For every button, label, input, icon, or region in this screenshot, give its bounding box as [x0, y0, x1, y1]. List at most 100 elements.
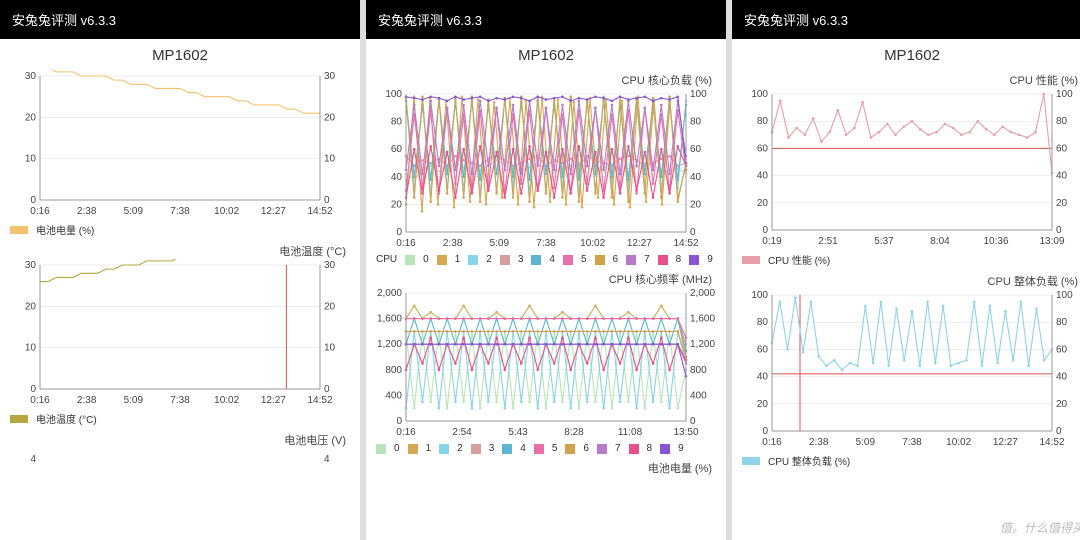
svg-text:0: 0 — [324, 195, 330, 206]
svg-text:14:52: 14:52 — [307, 206, 332, 217]
svg-text:0: 0 — [324, 384, 330, 395]
svg-text:40: 40 — [1056, 171, 1068, 182]
svg-text:1,200: 1,200 — [377, 339, 402, 350]
svg-text:60: 60 — [757, 344, 769, 355]
svg-text:2:38: 2:38 — [77, 395, 97, 406]
svg-text:0:16: 0:16 — [30, 395, 50, 406]
device-title: MP1602 — [732, 39, 1080, 70]
svg-text:12:27: 12:27 — [993, 437, 1018, 448]
svg-text:7:38: 7:38 — [170, 395, 190, 406]
svg-text:0:16: 0:16 — [396, 238, 416, 249]
svg-text:12:27: 12:27 — [261, 395, 286, 406]
svg-text:100: 100 — [751, 290, 768, 301]
svg-text:2:54: 2:54 — [452, 427, 472, 438]
svg-text:8:04: 8:04 — [930, 236, 950, 247]
app-header: 安兔兔评测 v6.3.3 — [0, 0, 360, 39]
sub-battery-temp: 电池温度 (°C) — [0, 241, 360, 259]
svg-text:2:38: 2:38 — [443, 238, 463, 249]
svg-text:40: 40 — [690, 172, 702, 183]
svg-text:60: 60 — [690, 144, 702, 155]
chart-cpu-freq: 004004008008001,2001,2001,6001,6002,0002… — [376, 287, 716, 439]
sub-cpu-freq: CPU 核心频率 (MHz) — [366, 269, 726, 287]
svg-text:800: 800 — [385, 365, 402, 376]
svg-text:10:02: 10:02 — [580, 238, 605, 249]
panel-cpu-cores: 安兔兔评测 v6.3.3 MP1602 CPU 核心负载 (%) 0020204… — [366, 0, 726, 540]
svg-text:0: 0 — [762, 225, 768, 236]
svg-text:60: 60 — [391, 144, 403, 155]
svg-text:10: 10 — [324, 154, 336, 165]
legend-cpu-total: CPU 整体负载 (%) — [732, 449, 1080, 472]
svg-text:0:19: 0:19 — [762, 236, 782, 247]
svg-text:80: 80 — [391, 117, 403, 128]
svg-text:10:02: 10:02 — [946, 437, 971, 448]
sub-cpu-load: CPU 核心负载 (%) — [366, 70, 726, 88]
svg-text:10:02: 10:02 — [214, 395, 239, 406]
svg-text:7:38: 7:38 — [902, 437, 922, 448]
svg-text:7:38: 7:38 — [536, 238, 556, 249]
panel-battery: 安兔兔评测 v6.3.3 MP1602 001010202030300:162:… — [0, 0, 360, 540]
svg-text:30: 30 — [25, 71, 37, 82]
svg-text:40: 40 — [757, 171, 769, 182]
svg-text:20: 20 — [757, 198, 769, 209]
svg-text:60: 60 — [757, 143, 769, 154]
svg-text:12:27: 12:27 — [261, 206, 286, 217]
svg-text:0: 0 — [690, 416, 696, 427]
svg-text:100: 100 — [1056, 290, 1073, 301]
svg-text:80: 80 — [757, 116, 769, 127]
svg-text:0: 0 — [396, 416, 402, 427]
svg-text:100: 100 — [1056, 89, 1073, 100]
svg-text:1,200: 1,200 — [690, 339, 715, 350]
svg-text:20: 20 — [25, 112, 37, 123]
svg-text:20: 20 — [757, 399, 769, 410]
svg-text:0: 0 — [762, 426, 768, 437]
svg-text:20: 20 — [324, 112, 336, 123]
svg-text:0: 0 — [690, 227, 696, 238]
svg-text:0:16: 0:16 — [396, 427, 416, 438]
svg-text:40: 40 — [757, 372, 769, 383]
sub-cpu-perf: CPU 性能 (%) — [732, 70, 1080, 88]
app-header: 安兔兔评测 v6.3.3 — [732, 0, 1080, 39]
svg-text:0: 0 — [30, 384, 36, 395]
svg-text:0:16: 0:16 — [30, 206, 50, 217]
svg-text:20: 20 — [25, 301, 37, 312]
svg-text:8:28: 8:28 — [564, 427, 584, 438]
legend-cpu-cores-2: 0123456789 — [366, 439, 726, 458]
svg-text:10: 10 — [25, 343, 37, 354]
svg-text:7:38: 7:38 — [170, 206, 190, 217]
svg-text:20: 20 — [391, 199, 403, 210]
svg-text:1,600: 1,600 — [377, 314, 402, 325]
svg-text:800: 800 — [690, 365, 707, 376]
svg-text:12:27: 12:27 — [627, 238, 652, 249]
svg-text:4: 4 — [30, 454, 36, 465]
legend-cpu-perf: CPU 性能 (%) — [732, 248, 1080, 271]
svg-text:10: 10 — [324, 343, 336, 354]
watermark: 值。什么值得买 — [1000, 519, 1080, 536]
svg-text:5:09: 5:09 — [124, 395, 144, 406]
svg-text:4: 4 — [324, 454, 330, 465]
svg-text:100: 100 — [690, 89, 707, 100]
legend-cpu-cores: CPU0123456789 — [366, 250, 726, 269]
svg-text:20: 20 — [324, 301, 336, 312]
svg-text:100: 100 — [751, 89, 768, 100]
sub-battery-volt: 电池电压 (V) — [0, 430, 360, 448]
svg-text:20: 20 — [1056, 198, 1068, 209]
svg-text:30: 30 — [324, 260, 336, 271]
svg-text:20: 20 — [690, 199, 702, 210]
sub-battery-level-2: 电池电量 (%) — [366, 458, 726, 476]
svg-text:80: 80 — [757, 317, 769, 328]
svg-text:60: 60 — [1056, 143, 1068, 154]
svg-text:2:38: 2:38 — [809, 437, 829, 448]
svg-text:30: 30 — [324, 71, 336, 82]
svg-text:10:02: 10:02 — [214, 206, 239, 217]
chart-battery-level: 001010202030300:162:385:097:3810:0212:27… — [10, 70, 350, 218]
svg-text:5:09: 5:09 — [124, 206, 144, 217]
panel-cpu-perf: 安兔兔评测 v6.3.3 MP1602 CPU 性能 (%) 0 0 20 20 40 4… — [732, 0, 1080, 540]
chart-cpu-perf: 0020204040606080801001000:192:515:378:04… — [742, 88, 1080, 248]
svg-text:10:36: 10:36 — [983, 236, 1008, 247]
svg-text:0: 0 — [396, 227, 402, 238]
svg-text:40: 40 — [391, 172, 403, 183]
svg-text:1,600: 1,600 — [690, 314, 715, 325]
svg-text:80: 80 — [1056, 116, 1068, 127]
svg-text:100: 100 — [385, 89, 402, 100]
svg-text:5:09: 5:09 — [856, 437, 876, 448]
